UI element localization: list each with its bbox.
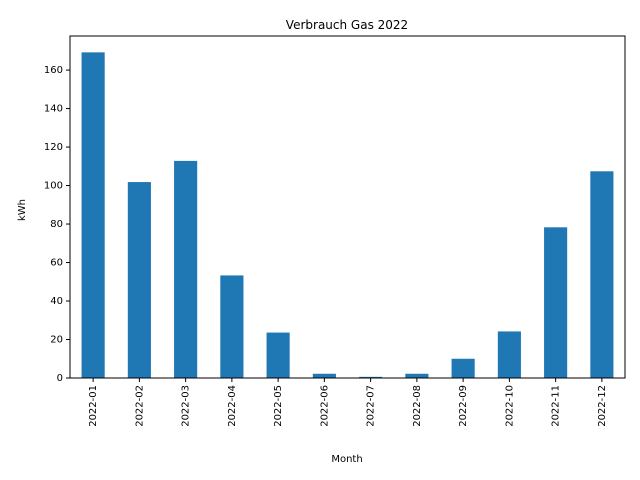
bar-2022-01 <box>81 52 105 378</box>
y-tick-label: 60 <box>50 258 63 269</box>
bar-2022-11 <box>544 227 568 378</box>
x-tick-label: 2022-06 <box>319 385 330 427</box>
x-tick-label: 2022-03 <box>181 385 192 427</box>
y-tick-label: 140 <box>44 104 63 115</box>
x-tick-label: 2022-02 <box>134 385 145 427</box>
x-axis-label: Month <box>331 454 362 465</box>
bars-group <box>81 52 614 378</box>
bar-2022-05 <box>266 332 290 378</box>
bar-2022-08 <box>405 373 429 378</box>
bar-2022-04 <box>220 275 244 378</box>
bar-2022-09 <box>451 358 475 378</box>
bar-2022-07 <box>359 376 383 378</box>
y-tick-label: 160 <box>44 65 63 76</box>
y-tick-label: 40 <box>50 296 63 307</box>
y-axis-label: kWh <box>17 199 28 221</box>
x-ticks-group: 2022-01 2022-02 2022-03 2022-04 2022-05 2022-… <box>88 378 608 427</box>
bar-2022-12 <box>590 171 614 378</box>
x-tick-label: 2022-01 <box>88 385 99 427</box>
y-ticks-group: 0 20 40 60 80 100 120 140 160 <box>44 65 70 384</box>
x-tick-label: 2022-07 <box>366 385 377 427</box>
x-tick-label: 2022-09 <box>458 385 469 427</box>
x-tick-label: 2022-08 <box>412 385 423 427</box>
x-tick-label: 2022-04 <box>227 385 238 427</box>
x-tick-label: 2022-11 <box>551 385 562 427</box>
bar-2022-06 <box>312 373 336 378</box>
y-tick-label: 20 <box>50 335 63 346</box>
chart-title: Verbrauch Gas 2022 <box>286 18 408 32</box>
x-tick-label: 2022-05 <box>273 385 284 427</box>
x-tick-label: 2022-10 <box>504 385 515 427</box>
plot-frame <box>69 35 626 379</box>
x-tick-label: 2022-12 <box>597 385 608 427</box>
y-tick-label: 0 <box>57 373 63 384</box>
bar-2022-10 <box>497 331 521 378</box>
y-tick-label: 100 <box>44 181 63 192</box>
y-tick-label: 120 <box>44 142 63 153</box>
bar-2022-03 <box>174 160 198 378</box>
y-tick-label: 80 <box>50 219 63 230</box>
bar-2022-02 <box>127 182 151 378</box>
